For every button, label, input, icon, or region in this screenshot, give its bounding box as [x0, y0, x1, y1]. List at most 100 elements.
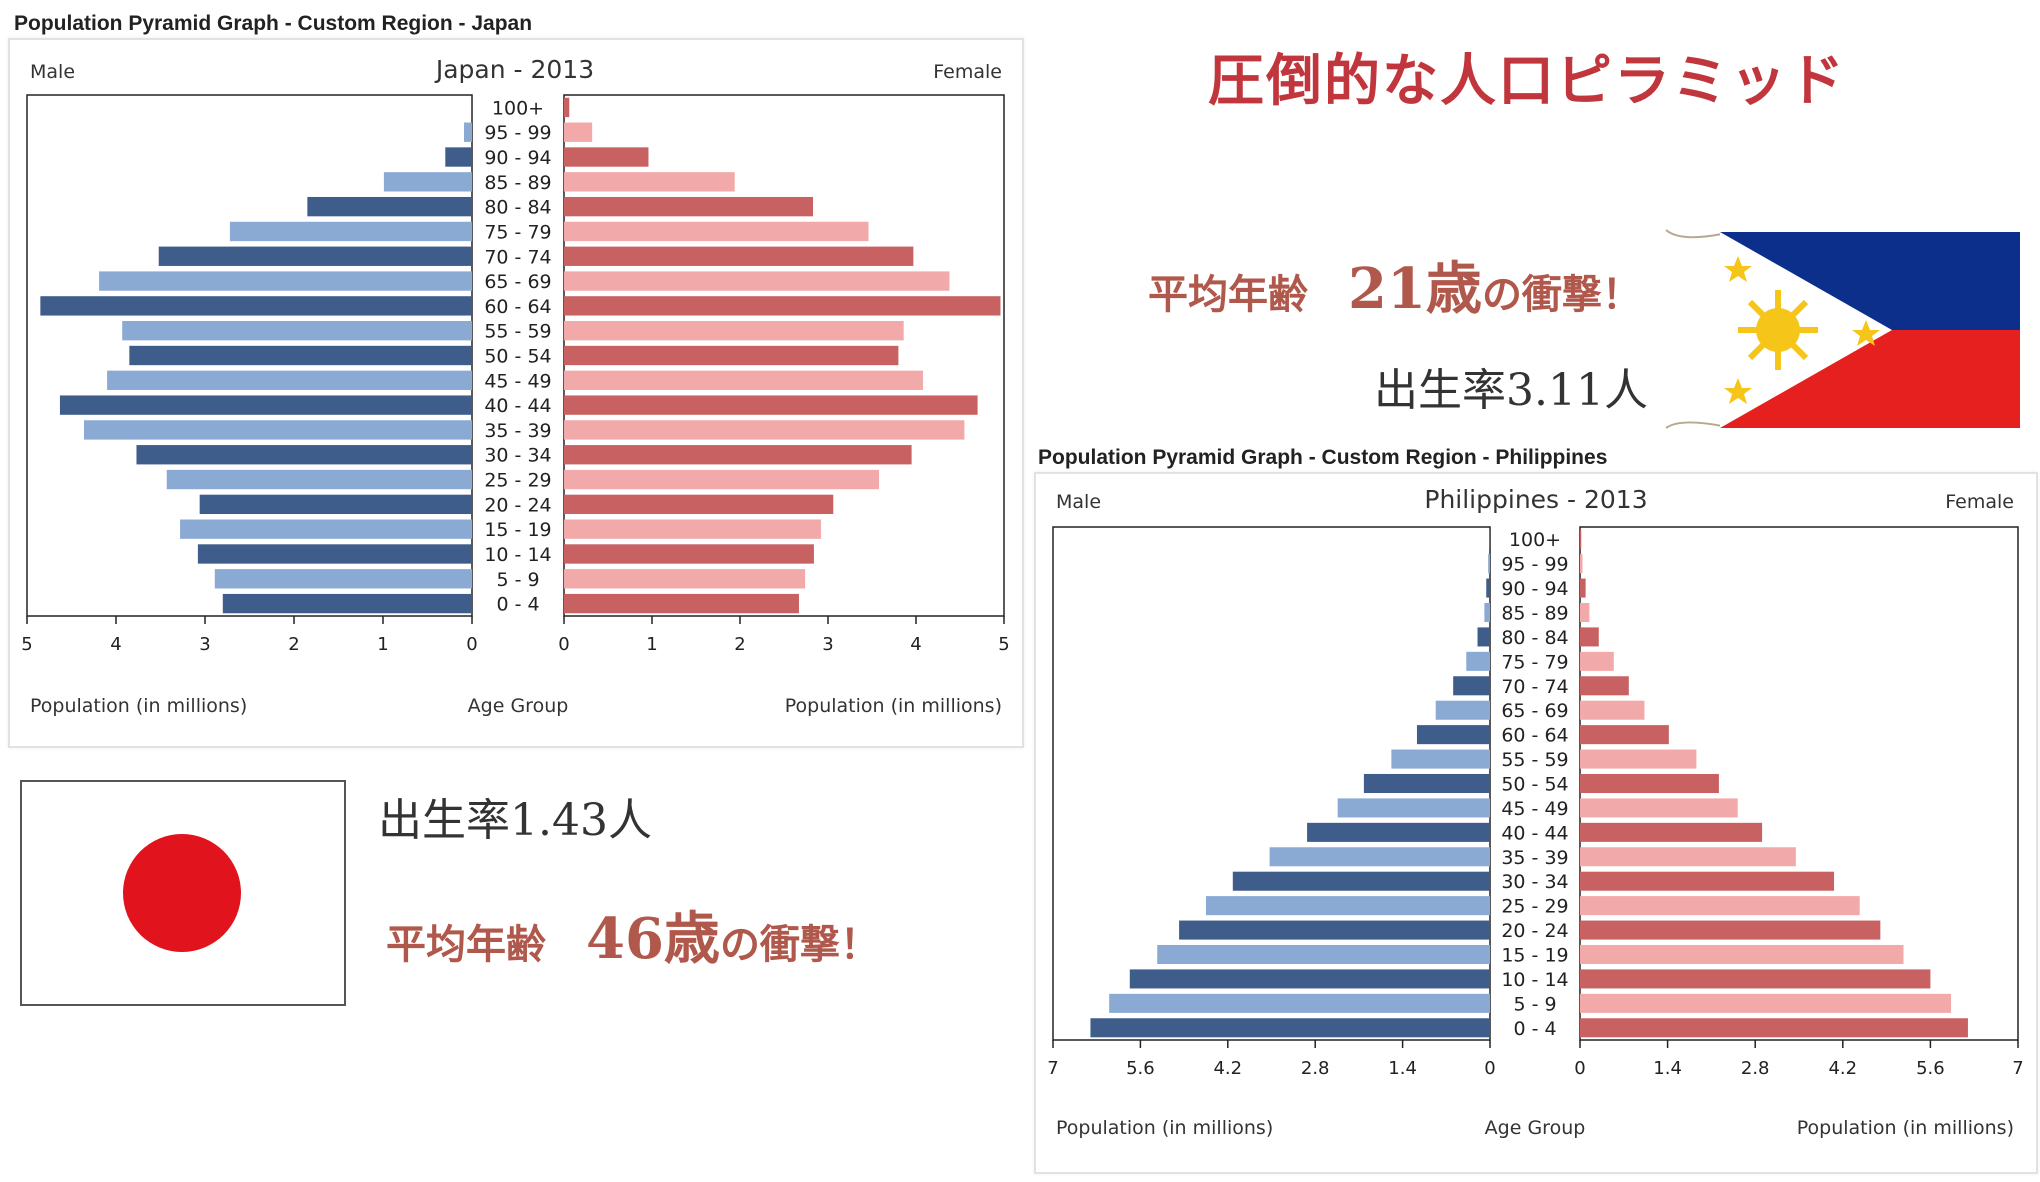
female-axis-tick-label: 3	[822, 634, 833, 655]
age-group-label: 55 - 59	[1501, 749, 1568, 771]
age-group-label: 10 - 14	[1501, 969, 1568, 991]
male-bar	[1435, 700, 1490, 720]
female-bar	[564, 544, 814, 564]
age-group-label: 80 - 84	[484, 197, 551, 219]
age-group-label: 85 - 89	[484, 172, 551, 194]
philippines-chart-panel: Male Philippines - 2013 Female 100+ 95 - 99 9…	[1034, 472, 2038, 1174]
female-axis-tick-label: 0	[1574, 1058, 1585, 1079]
female-bar	[564, 569, 806, 589]
female-bar	[1580, 1018, 1968, 1038]
female-bar	[1580, 896, 1860, 916]
age-group-label: 20 - 24	[1501, 920, 1568, 942]
male-bar	[59, 395, 473, 415]
philippines-chart-caption: Population Pyramid Graph - Custom Region…	[1038, 446, 1608, 469]
male-bar	[229, 221, 472, 242]
female-axis-tick-label: 7	[2012, 1058, 2023, 1079]
chart-title: Japan - 2013	[434, 55, 594, 84]
male-bar	[1391, 749, 1490, 769]
male-bar	[1269, 847, 1490, 867]
female-bar	[564, 469, 880, 490]
age-group-label: 0 - 4	[496, 594, 539, 616]
female-bar	[1580, 822, 1763, 842]
female-bar	[564, 271, 950, 291]
female-bar	[1580, 920, 1881, 940]
age-group-label: 65 - 69	[484, 271, 551, 293]
female-bar	[1580, 700, 1645, 720]
female-bar	[1580, 773, 1719, 794]
japan-average-age-suffix: の衝撃！	[719, 921, 880, 968]
male-bar	[383, 172, 472, 192]
male-bar	[83, 420, 473, 440]
age-group-label: 40 - 44	[484, 395, 551, 417]
age-group-label: 35 - 39	[484, 420, 551, 442]
female-bar	[1580, 627, 1599, 647]
age-group-label: 60 - 64	[1501, 725, 1568, 747]
age-axis-label: Age Group	[1485, 1117, 1586, 1139]
philippines-pyramid-chart: Male Philippines - 2013 Female 100+ 95 - 999…	[1047, 485, 2023, 1139]
age-group-label: 75 - 79	[484, 221, 551, 243]
age-group-label: 15 - 19	[1501, 945, 1568, 967]
female-bar	[1580, 969, 1931, 989]
philippines-flag-icon	[1665, 229, 2020, 429]
female-label: Female	[933, 61, 1002, 83]
male-bar	[1363, 773, 1490, 794]
male-axis-tick-label: 5.6	[1126, 1058, 1155, 1079]
male-bar	[158, 246, 472, 266]
female-axis-tick-label: 2.8	[1741, 1058, 1770, 1079]
female-bar	[1580, 944, 1904, 965]
japan-chart-caption: Population Pyramid Graph - Custom Region…	[14, 12, 533, 35]
male-axis-tick-label: 3	[199, 634, 210, 655]
japan-birth-rate: 出生率1.43人	[378, 795, 652, 846]
age-group-label: 25 - 29	[1501, 896, 1568, 918]
female-bar	[564, 593, 799, 614]
male-axis-tick-label: 7	[1047, 1058, 1058, 1079]
male-bar	[107, 370, 472, 390]
male-axis-tick-label: 5	[21, 634, 32, 655]
female-bar	[1580, 993, 1952, 1013]
age-group-label: 0 - 4	[1513, 1018, 1556, 1040]
age-group-label: 80 - 84	[1501, 627, 1568, 649]
female-bar	[564, 370, 924, 390]
male-bar	[1488, 554, 1490, 574]
age-group-label: 5 - 9	[1513, 993, 1556, 1015]
female-bar	[564, 196, 814, 217]
male-axis-tick-label: 0	[1484, 1058, 1495, 1079]
male-axis-tick-label: 4	[110, 634, 121, 655]
age-group-label: 95 - 99	[1501, 554, 1568, 576]
female-bar	[564, 395, 978, 415]
male-bar	[1477, 627, 1490, 647]
male-bar	[99, 271, 472, 291]
female-bar	[564, 519, 821, 539]
female-bar	[1580, 871, 1835, 891]
male-bar	[463, 122, 472, 142]
male-bar	[1466, 651, 1490, 671]
japan-pyramid-chart: Male Japan - 2013 Female 100+ 95 - 99 90 - 94…	[21, 55, 1009, 717]
age-group-label: 30 - 34	[1501, 871, 1568, 893]
male-axis-tick-label: 1.4	[1388, 1058, 1417, 1079]
male-bar	[214, 569, 473, 589]
male-bar	[1416, 725, 1490, 745]
male-bar	[1453, 676, 1490, 696]
female-bar	[1580, 749, 1697, 769]
male-axis-tick-label: 4.2	[1213, 1058, 1242, 1079]
female-bar	[1580, 602, 1590, 623]
female-axis-tick-label: 5	[998, 634, 1009, 655]
female-bar	[564, 420, 965, 440]
age-group-label: 15 - 19	[484, 519, 551, 541]
female-label: Female	[1945, 491, 2014, 513]
age-group-label: 70 - 74	[484, 246, 551, 268]
age-group-label: 100+	[1509, 529, 1561, 551]
male-axis-tick-label: 2.8	[1301, 1058, 1330, 1079]
female-axis-label: Population (in millions)	[785, 695, 1002, 717]
male-bar	[222, 593, 472, 614]
female-bar	[564, 246, 914, 266]
chart-title: Philippines - 2013	[1424, 485, 1647, 514]
age-group-label: 50 - 54	[484, 346, 551, 368]
philippines-average-age-suffix: の衝撃！	[1481, 271, 1642, 318]
female-bar	[564, 296, 1001, 316]
female-axis-tick-label: 0	[558, 634, 569, 655]
philippines-average-age: 平均年齢 21歳の衝撃！	[1148, 244, 1642, 325]
male-bar	[471, 97, 472, 118]
female-bar	[564, 122, 593, 142]
age-group-label: 95 - 99	[484, 122, 551, 144]
